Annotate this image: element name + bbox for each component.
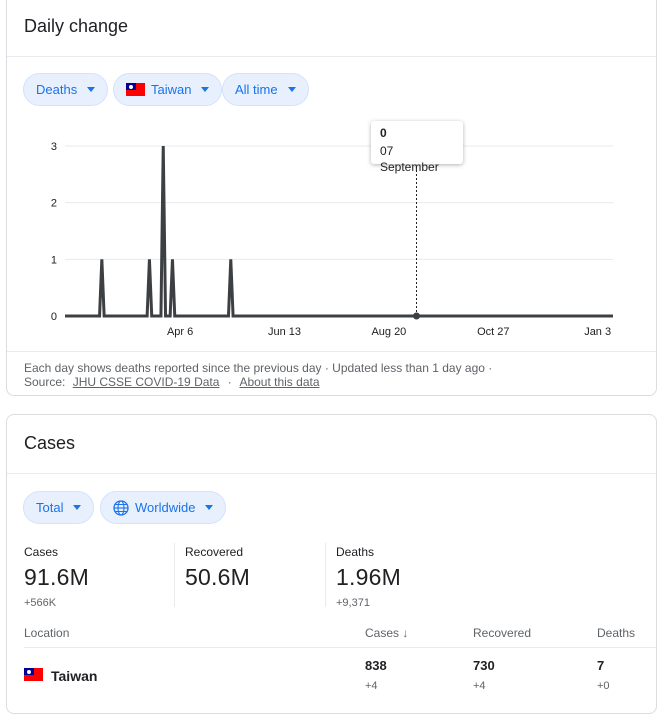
chevron-down-icon	[201, 87, 209, 92]
cases-type-label: Total	[36, 500, 63, 515]
column-header-cases-label: Cases	[365, 626, 399, 640]
column-header-recovered[interactable]: Recovered	[473, 626, 531, 640]
chart-footnote: Each day shows deaths reported since the…	[24, 361, 492, 375]
y-tick-label: 3	[51, 141, 57, 153]
source-separator: ·	[228, 375, 232, 389]
source-line: Source: JHU CSSE COVID-19 Data · About t…	[24, 375, 320, 389]
stat-divider	[325, 543, 326, 607]
highlight-point	[413, 313, 420, 320]
stat-divider	[174, 543, 175, 607]
x-tick-label: Aug 20	[371, 326, 406, 338]
stat-label: Recovered	[185, 545, 250, 559]
metric-dropdown[interactable]: Deaths	[23, 73, 108, 106]
row-recovered: 730	[473, 658, 495, 673]
chart-tooltip: 0 07 September	[371, 121, 463, 164]
country-dropdown-label: Taiwan	[151, 82, 191, 97]
sort-arrow-icon: ↓	[402, 626, 408, 640]
daily-change-card: Daily change Deaths Taiwan All time 0 1 2 3…	[6, 0, 657, 396]
daily-change-title: Daily change	[24, 16, 128, 37]
source-label: Source:	[24, 375, 65, 389]
cases-card: Cases Total Worldwide Cases 91.6M +566K …	[6, 414, 657, 714]
chevron-down-icon	[205, 505, 213, 510]
x-tick-label: Jun 13	[268, 326, 301, 338]
daily-change-chart[interactable]: 0 1 2 3 Apr 6 Jun 13 Aug 20 Oct 27 Jan 3	[7, 116, 658, 346]
divider	[7, 473, 656, 474]
y-tick-label: 0	[51, 311, 57, 323]
row-deaths: 7	[597, 658, 604, 673]
row-cases-delta: +4	[365, 680, 378, 692]
y-tick-label: 2	[51, 198, 57, 210]
metric-dropdown-label: Deaths	[36, 82, 77, 97]
divider	[7, 56, 656, 57]
range-dropdown[interactable]: All time	[222, 73, 309, 106]
stat-value: 1.96M	[336, 564, 401, 591]
range-dropdown-label: All time	[235, 82, 278, 97]
stat-label: Deaths	[336, 545, 401, 559]
stat-recovered: Recovered 50.6M	[185, 545, 250, 597]
row-deaths-delta: +0	[597, 680, 610, 692]
stat-delta: +9,371	[336, 597, 401, 609]
series-line	[65, 146, 613, 316]
cases-type-dropdown[interactable]: Total	[23, 491, 94, 524]
country-dropdown[interactable]: Taiwan	[113, 73, 222, 106]
globe-icon	[113, 500, 129, 516]
stat-cases: Cases 91.6M +566K	[24, 545, 89, 609]
row-location: Taiwan	[51, 668, 97, 684]
stat-delta: +566K	[24, 597, 89, 609]
stat-deaths: Deaths 1.96M +9,371	[336, 545, 401, 609]
tooltip-date: 07 September	[380, 143, 454, 175]
row-cases: 838	[365, 658, 387, 673]
about-data-link[interactable]: About this data	[239, 375, 319, 389]
tooltip-value: 0	[380, 126, 454, 140]
row-recovered-delta: +4	[473, 680, 486, 692]
chevron-down-icon	[288, 87, 296, 92]
x-tick-label: Apr 6	[167, 326, 193, 338]
column-header-deaths[interactable]: Deaths	[597, 626, 635, 640]
taiwan-flag-icon	[24, 668, 43, 681]
divider	[24, 647, 656, 648]
chevron-down-icon	[87, 87, 95, 92]
stat-value: 91.6M	[24, 564, 89, 591]
divider	[7, 351, 656, 352]
region-dropdown[interactable]: Worldwide	[100, 491, 226, 524]
source-link[interactable]: JHU CSSE COVID-19 Data	[73, 375, 220, 389]
stat-value: 50.6M	[185, 564, 250, 591]
chevron-down-icon	[73, 505, 81, 510]
footnote-text: Each day shows deaths reported since the…	[24, 361, 492, 375]
x-tick-label: Jan 3	[584, 326, 611, 338]
stat-label: Cases	[24, 545, 89, 559]
column-header-location[interactable]: Location	[24, 626, 69, 640]
y-tick-label: 1	[51, 254, 57, 266]
x-tick-label: Oct 27	[477, 326, 509, 338]
column-header-cases[interactable]: Cases ↓	[365, 626, 408, 640]
region-label: Worldwide	[135, 500, 195, 515]
cases-title: Cases	[24, 433, 75, 454]
taiwan-flag-icon	[126, 83, 145, 96]
